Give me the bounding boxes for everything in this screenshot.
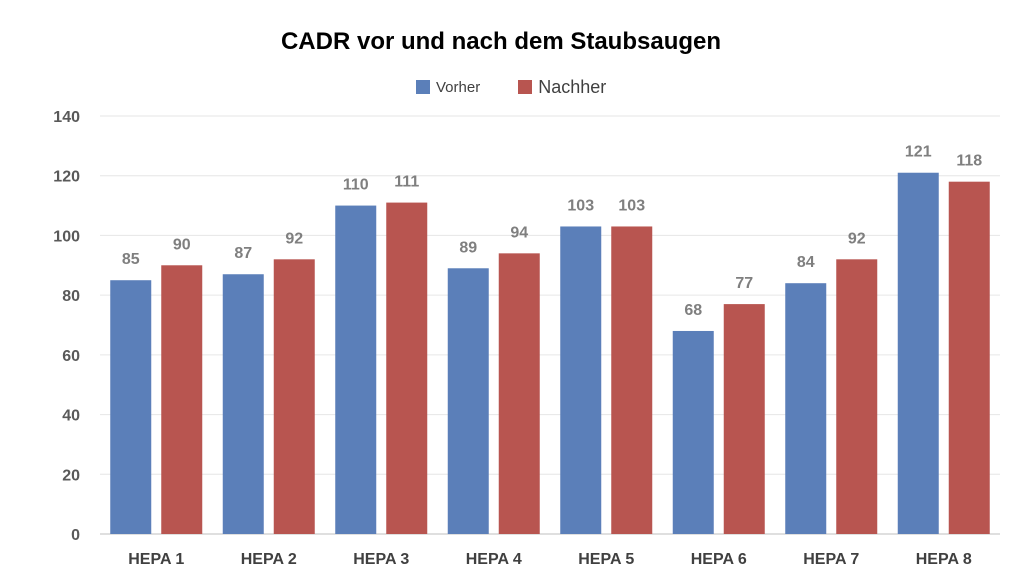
bar-vorher-2 [222,274,264,534]
y-tick-label-120: 120 [53,169,80,186]
bar-nachher-1 [161,265,203,534]
y-tick-label-20: 20 [62,467,80,484]
data-label-nachher-8: 118 [956,153,982,170]
legend-swatch-vorher [416,80,430,94]
bar-nachher-2 [273,259,315,534]
bar-vorher-1 [110,280,152,534]
data-label-vorher-1: 85 [122,251,140,268]
data-label-vorher-7: 84 [797,254,815,271]
bar-vorher-3 [335,205,377,535]
bar-nachher-7 [836,259,878,534]
data-label-nachher-2: 92 [285,230,303,247]
y-tick-label-0: 0 [71,527,80,544]
bar-nachher-3 [386,202,428,535]
x-tick-label-5: HEPA 5 [578,551,634,568]
data-label-vorher-5: 103 [567,197,594,214]
y-tick-label-60: 60 [62,348,80,365]
legend-label-vorher: Vorher [436,78,481,96]
bar-nachher-5 [611,226,653,534]
y-tick-label-80: 80 [62,288,80,305]
bar-vorher-8 [897,172,939,534]
y-tick-label-40: 40 [62,408,80,425]
data-label-nachher-1: 90 [173,236,191,253]
x-tick-label-2: HEPA 2 [241,551,297,568]
x-tick-label-8: HEPA 8 [916,551,972,568]
x-tick-label-3: HEPA 3 [353,551,409,568]
bar-nachher-4 [498,253,540,535]
data-label-nachher-6: 77 [735,275,753,292]
legend: Vorher Nachher [416,76,644,98]
data-label-vorher-8: 121 [905,144,932,161]
bar-nachher-8 [948,181,990,534]
legend-item-nachher: Nachher [518,77,606,98]
x-tick-label-4: HEPA 4 [466,551,522,568]
x-tick-label-1: HEPA 1 [128,551,184,568]
chart-title: CADR vor und nach dem Staubsaugen [280,28,722,55]
data-label-vorher-2: 87 [234,245,252,262]
data-label-nachher-5: 103 [618,197,645,214]
data-label-vorher-6: 68 [684,302,702,319]
data-label-nachher-7: 92 [848,230,866,247]
y-tick-label-140: 140 [53,109,80,126]
data-label-vorher-4: 89 [459,239,477,256]
y-tick-label-100: 100 [53,228,80,245]
data-label-vorher-3: 110 [343,177,369,194]
legend-label-nachher: Nachher [538,76,607,97]
data-label-nachher-3: 111 [394,174,419,191]
x-tick-label-7: HEPA 7 [803,551,859,568]
bar-vorher-7 [785,283,827,534]
bar-vorher-4 [447,268,489,534]
bar-nachher-6 [723,304,765,534]
legend-item-vorher: Vorher [416,79,480,96]
legend-swatch-nachher [518,80,533,94]
data-label-nachher-4: 94 [510,224,528,241]
x-tick-label-6: HEPA 6 [691,551,747,568]
bar-vorher-5 [560,226,602,534]
bar-vorher-6 [672,330,714,534]
